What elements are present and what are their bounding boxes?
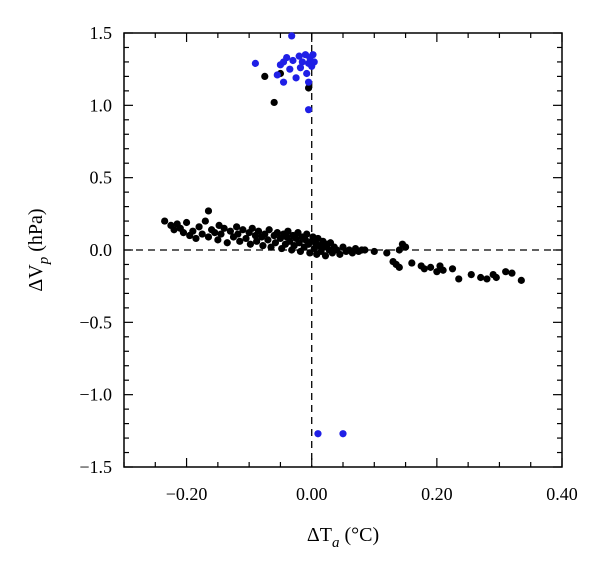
- data-point: [304, 106, 313, 114]
- data-point: [336, 250, 344, 258]
- data-point: [292, 74, 300, 82]
- x-tick-label: 0.00: [296, 484, 328, 504]
- data-point: [273, 229, 281, 237]
- data-point: [283, 53, 291, 62]
- data-point: [309, 51, 317, 59]
- data-point: [296, 64, 305, 72]
- tick-marks: [123, 32, 563, 468]
- data-point: [401, 243, 410, 251]
- data-point: [284, 227, 292, 235]
- data-point: [361, 246, 369, 254]
- data-point: [223, 239, 231, 247]
- data-point: [179, 229, 188, 237]
- data-point: [182, 218, 191, 227]
- data-point: [383, 249, 391, 257]
- x-tick-label: 0.40: [546, 484, 578, 504]
- data-point: [477, 273, 485, 282]
- data-point: [286, 237, 294, 245]
- data-point: [483, 275, 491, 283]
- data-point: [433, 268, 441, 276]
- data-point: [492, 273, 500, 282]
- data-point: [271, 239, 280, 247]
- data-point: [217, 230, 225, 238]
- data-point: [427, 263, 435, 271]
- y-tick-label: 1.0: [90, 95, 113, 115]
- data-point: [339, 430, 347, 438]
- data-point: [303, 230, 311, 238]
- data-point: [254, 227, 263, 235]
- data-point: [234, 230, 242, 238]
- data-point: [420, 265, 428, 273]
- data-point: [448, 265, 457, 273]
- y-tick-label: 0.0: [90, 240, 113, 260]
- data-point: [298, 58, 306, 66]
- data-point: [439, 266, 447, 274]
- data-point: [198, 230, 206, 238]
- data-point: [270, 98, 278, 107]
- data-point: [265, 226, 273, 234]
- y-tick-label: −1.0: [79, 385, 112, 405]
- x-tick-label: −0.20: [166, 484, 208, 504]
- data-point: [214, 236, 222, 244]
- data-point: [267, 243, 275, 251]
- data-point: [395, 246, 403, 254]
- data-point: [242, 234, 250, 243]
- data-point: [314, 430, 322, 438]
- data-point: [195, 223, 203, 231]
- data-point: [303, 69, 311, 78]
- data-point: [233, 223, 241, 231]
- data-point: [226, 227, 234, 235]
- data-point: [246, 240, 254, 248]
- data-point: [273, 71, 281, 79]
- tick-labels: −0.20 0.00 0.20 0.40 1.5 1.0 0.5 0.0 −0.5 −1.0 −1.…: [79, 23, 577, 504]
- y-tick-label: −1.5: [79, 457, 112, 477]
- data-point: [204, 233, 213, 241]
- data-point: [508, 269, 516, 277]
- data-point: [395, 263, 403, 271]
- data-point: [306, 249, 314, 257]
- data-point: [259, 242, 267, 250]
- data-point: [289, 56, 297, 65]
- y-tick-label: −0.5: [79, 312, 112, 332]
- data-point: [517, 276, 525, 284]
- data-point: [467, 270, 475, 279]
- data-point: [279, 78, 288, 86]
- data-point: [264, 236, 272, 244]
- data-point: [220, 224, 228, 232]
- data-point: [304, 78, 313, 86]
- data-point: [295, 239, 303, 247]
- y-axis-label: ΔVp (hPa): [25, 208, 52, 291]
- data-point: [261, 230, 269, 238]
- data-point: [189, 227, 197, 235]
- data-point: [253, 237, 261, 245]
- data-point: [204, 207, 213, 215]
- data-point: [248, 224, 256, 232]
- y-tick-label: 0.5: [90, 168, 113, 188]
- data-point: [288, 32, 296, 40]
- data-point: [321, 252, 330, 260]
- data-point: [201, 217, 209, 225]
- data-point: [161, 217, 169, 225]
- data-point: [295, 52, 303, 60]
- data-point: [455, 275, 463, 283]
- data-point: [408, 259, 416, 267]
- data-point: [211, 229, 219, 237]
- data-point: [502, 268, 510, 276]
- x-axis-label: ΔTa (°C): [307, 524, 379, 551]
- data-point: [370, 247, 378, 256]
- data-point: [310, 58, 318, 66]
- data-point: [261, 72, 269, 80]
- data-point: [251, 59, 259, 67]
- data-points: [161, 32, 525, 438]
- data-point: [304, 84, 313, 92]
- data-point: [236, 237, 244, 245]
- data-point: [239, 226, 247, 234]
- data-point: [286, 65, 294, 73]
- data-point: [170, 226, 178, 234]
- data-point: [192, 234, 200, 243]
- y-tick-label: 1.5: [90, 23, 113, 43]
- x-tick-label: 0.20: [421, 484, 453, 504]
- data-point: [294, 229, 302, 237]
